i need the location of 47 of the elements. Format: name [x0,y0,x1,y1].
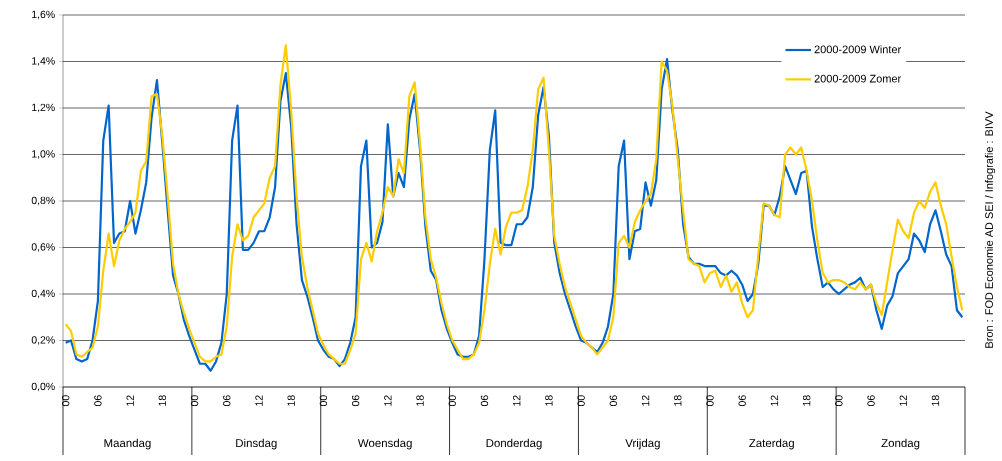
x-tick-label: 00 [835,395,843,407]
x-tick-label: 00 [319,395,328,407]
x-tick-label: 00 [190,395,199,407]
text: Zondag [881,438,920,450]
legend-label: 2000-2009 Zomer [814,74,901,83]
x-tick-label: 00 [706,395,714,407]
x-tick-label: 18 [545,395,553,406]
y-tick-label: 1,2% [32,103,55,113]
y-tick-label: 1,4% [32,57,55,66]
x-tick-label: 12 [126,395,134,406]
x-tick-label: 06 [351,395,360,407]
x-tick-label: 06 [480,395,489,407]
x-tick-label: 12 [384,395,392,406]
x-tick-label: 12 [899,395,907,406]
x-tick-label: 18 [931,395,940,406]
y-tick-label: 0,6% [31,243,55,252]
x-tick-label: 00 [448,395,456,407]
x-tick-label: 12 [770,395,779,406]
x-tick-label: 12 [513,395,521,406]
x-tick-label: 18 [287,395,295,406]
x-tick-label: 18 [674,395,682,406]
y-tick-label: 0,8% [31,196,55,206]
y-tick-label: 1,6% [32,10,55,20]
x-tick-label: 06 [609,395,618,407]
text: Bron : FOD Economie AD SEI / Infografie : BIVV [984,111,996,348]
text: Dinsdag [236,438,277,450]
x-tick-label: 00 [577,395,585,407]
text: Maandag [104,438,151,450]
y-tick-label: 0,0% [31,382,55,392]
x-tick-label: 06 [867,395,875,407]
y-tick-label: 0,2% [31,336,55,345]
y-tick-label: 1,0% [32,150,55,159]
text: Woensdag [357,438,412,450]
x-tick-label: 12 [641,395,650,406]
legend-label: 2000-2009 Winter [814,45,901,54]
x-tick-label: 18 [158,395,167,406]
text: Donderdag [486,438,542,450]
x-tick-label: 06 [223,395,231,407]
x-tick-label: 00 [61,395,70,407]
text: Vrijdag [625,438,660,450]
x-tick-label: 18 [802,395,811,406]
x-tick-label: 12 [255,395,263,406]
x-tick-label: 06 [738,395,746,407]
text: Zaterdag [749,438,794,450]
x-tick-label: 06 [94,395,102,407]
x-tick-label: 18 [416,395,424,406]
y-tick-label: 0,4% [31,289,55,299]
